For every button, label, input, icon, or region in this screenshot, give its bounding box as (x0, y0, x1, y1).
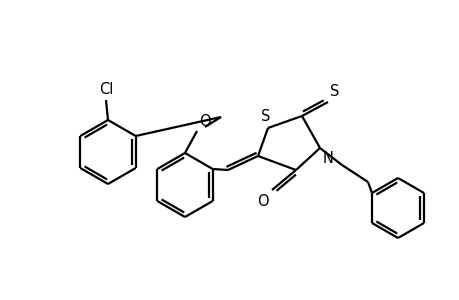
Text: S: S (261, 109, 270, 124)
Text: S: S (329, 84, 339, 99)
Text: N: N (322, 151, 333, 166)
Text: O: O (257, 194, 269, 209)
Text: O: O (199, 114, 210, 129)
Text: Cl: Cl (99, 82, 113, 97)
